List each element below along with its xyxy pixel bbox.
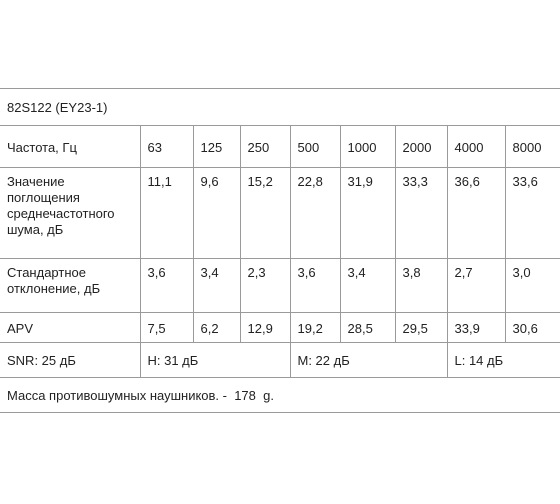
frequency: 4000 [446, 125, 506, 168]
snr-cell: L: 14 дБ [446, 342, 560, 378]
value-cell: 19,2 [289, 312, 341, 343]
value-cell: 33,6 [504, 167, 560, 259]
header-row: Частота, Гц 63 125 250 500 1000 2000 4000 8000 [0, 125, 560, 168]
value-cell: 3,6 [139, 258, 194, 313]
frequency: 250 [239, 125, 291, 168]
mass-note: Масса противошумных наушников. - 178 g. [0, 377, 560, 413]
table-title: 82S122 (EY23-1) [0, 88, 560, 126]
value-cell: 15,2 [239, 167, 291, 259]
frequency: 63 [139, 125, 194, 168]
value-cell: 9,6 [192, 167, 241, 259]
value-cell: 3,8 [394, 258, 448, 313]
data-row: APV 7,5 6,2 12,9 19,2 28,5 29,5 33,9 30,6 [0, 312, 560, 343]
value-cell: 33,9 [446, 312, 506, 343]
value-cell: 2,3 [239, 258, 291, 313]
frequency: 8000 [504, 125, 560, 168]
footer-row: Масса противошумных наушников. - 178 g. [0, 377, 560, 413]
data-row: Значение поглощения среднечастотного шум… [0, 167, 560, 259]
data-row: Стандартное отклонение, дБ 3,6 3,4 2,3 3,6 3,… [0, 258, 560, 313]
value-cell: 3,0 [504, 258, 560, 313]
row-label: Частота, Гц [0, 125, 141, 168]
title-row: 82S122 (EY23-1) [0, 88, 560, 126]
row-label: Значение поглощения среднечастотного шум… [0, 167, 141, 259]
value-cell: 7,5 [139, 312, 194, 343]
value-cell: 2,7 [446, 258, 506, 313]
frequency: 1000 [339, 125, 396, 168]
value-cell: 3,4 [192, 258, 241, 313]
value-cell: 22,8 [289, 167, 341, 259]
value-cell: 30,6 [504, 312, 560, 343]
snr-cell: M: 22 дБ [289, 342, 448, 378]
row-label: Стандартное отклонение, дБ [0, 258, 141, 313]
snr-row: SNR: 25 дБ H: 31 дБ M: 22 дБ L: 14 дБ [0, 342, 560, 378]
value-cell: 12,9 [239, 312, 291, 343]
value-cell: 33,3 [394, 167, 448, 259]
value-cell: 29,5 [394, 312, 448, 343]
value-cell: 3,4 [339, 258, 396, 313]
frequency: 125 [192, 125, 241, 168]
value-cell: 6,2 [192, 312, 241, 343]
snr-cell: H: 31 дБ [139, 342, 291, 378]
value-cell: 36,6 [446, 167, 506, 259]
value-cell: 28,5 [339, 312, 396, 343]
value-cell: 31,9 [339, 167, 396, 259]
frequency: 500 [289, 125, 341, 168]
row-label: APV [0, 312, 141, 343]
data-table: 82S122 (EY23-1) Частота, Гц 63 125 250 500 100… [0, 88, 560, 413]
value-cell: 3,6 [289, 258, 341, 313]
frequency: 2000 [394, 125, 448, 168]
snr-cell: SNR: 25 дБ [0, 342, 141, 378]
value-cell: 11,1 [139, 167, 194, 259]
